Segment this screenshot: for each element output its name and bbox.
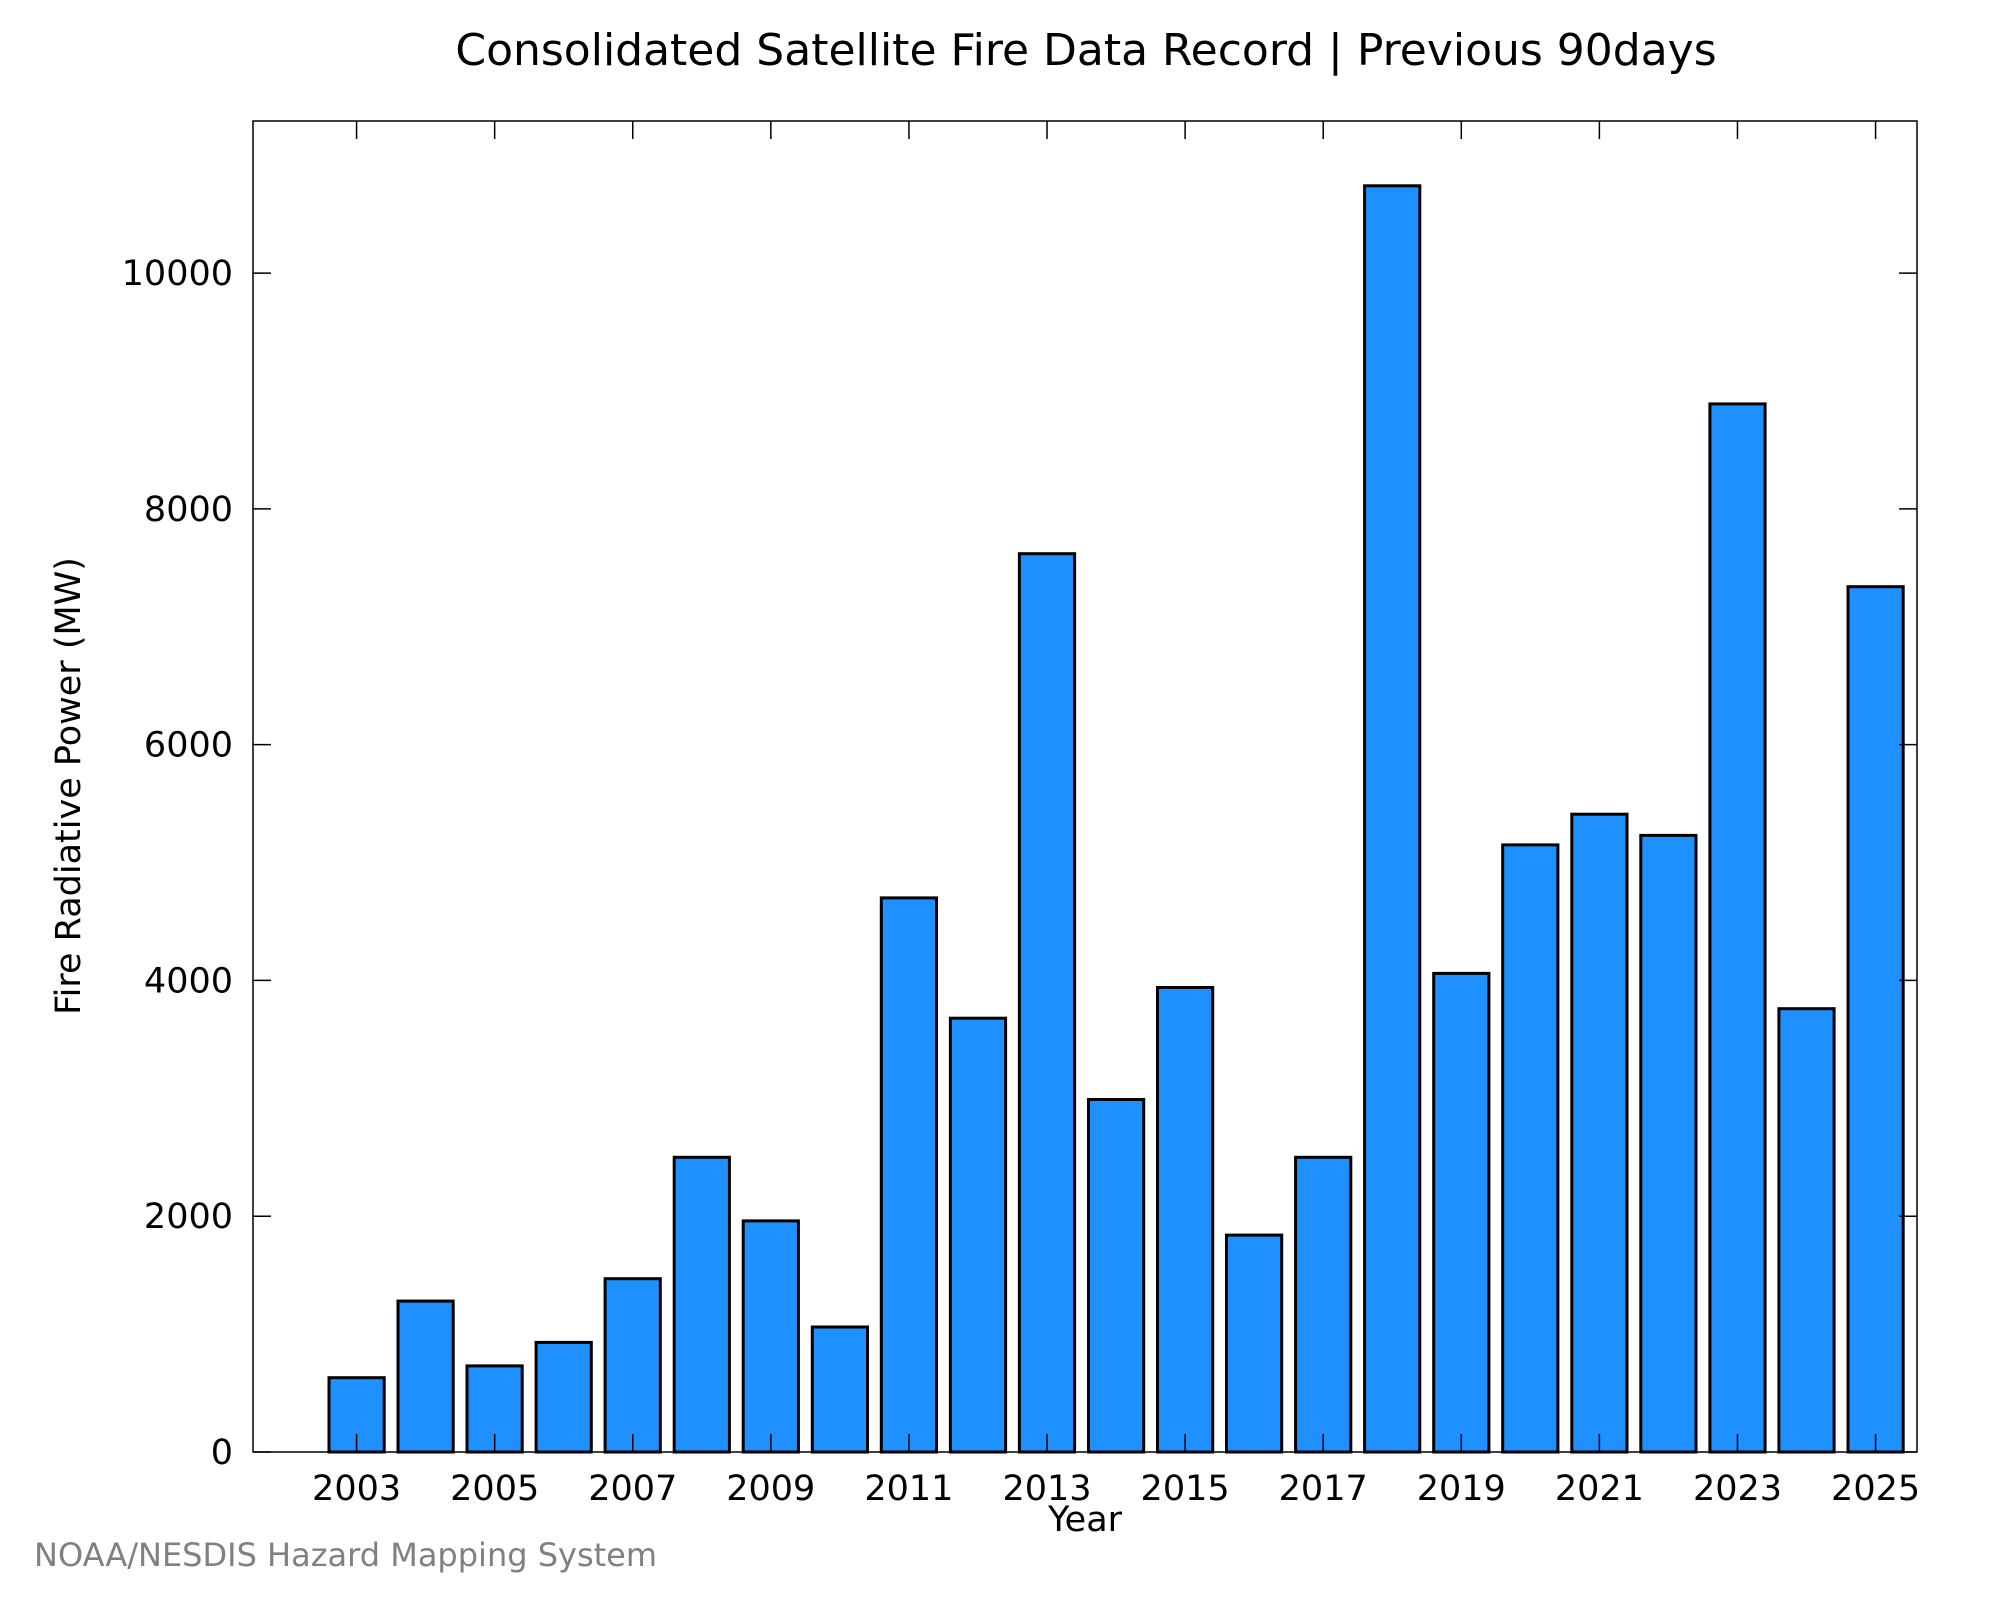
x-tick-label: 2005	[450, 1469, 539, 1509]
bar-2015	[1156, 986, 1215, 1454]
bar-2012	[948, 1016, 1008, 1454]
x-tick-label: 2015	[1141, 1469, 1230, 1509]
bar-2017	[1294, 1155, 1353, 1454]
x-tick-label: 2013	[1002, 1469, 1091, 1509]
bar-2023	[1708, 402, 1767, 1454]
y-axis-label: Fire Radiative Power (MW)	[49, 557, 89, 1015]
x-axis-label: Year	[1047, 1500, 1123, 1540]
y-tick-label: 2000	[144, 1197, 233, 1237]
y-tick-label: 8000	[144, 490, 233, 530]
bar-2006	[534, 1340, 593, 1454]
bar-2011	[879, 896, 938, 1454]
chart-title: Consolidated Satellite Fire Data Record …	[455, 25, 1716, 76]
bar-2020	[1501, 843, 1560, 1454]
x-tick-label: 2003	[312, 1469, 401, 1509]
bar-2013	[1017, 552, 1077, 1454]
y-tick-label: 6000	[144, 726, 233, 766]
bar-2007	[603, 1277, 662, 1454]
y-tick-label: 10000	[122, 254, 233, 294]
source-credit: NOAA/NESDIS Hazard Mapping System	[34, 1536, 658, 1574]
bar-2016	[1225, 1233, 1284, 1454]
bar-2019	[1432, 971, 1491, 1454]
y-tick-label: 0	[211, 1433, 233, 1473]
plot-frame	[252, 120, 1918, 1453]
bars-group	[327, 184, 1905, 1454]
bar-2010	[810, 1325, 869, 1454]
bar-2014	[1087, 1098, 1146, 1454]
bar-2009	[741, 1219, 800, 1454]
bar-2025	[1846, 585, 1905, 1454]
y-tick-labels: 0 2000 4000 6000 8000 10000	[122, 254, 233, 1473]
y-tick-label: 4000	[144, 961, 233, 1001]
x-tick-label: 2017	[1279, 1469, 1368, 1509]
x-tick-label: 2021	[1555, 1469, 1644, 1509]
bar-2004	[396, 1299, 455, 1454]
ticks-group	[253, 121, 1917, 1453]
x-tick-label: 2011	[864, 1469, 953, 1509]
x-tick-labels: 2003 2005 2007 2009 2011 2013 2015 2017 2019 2021…	[312, 1469, 1920, 1509]
bar-2018	[1363, 184, 1422, 1454]
bar-2024	[1777, 1007, 1836, 1454]
x-tick-label: 2025	[1831, 1469, 1920, 1509]
x-tick-label: 2009	[726, 1469, 815, 1509]
bar-2022	[1639, 833, 1698, 1454]
bar-2021	[1570, 812, 1629, 1454]
x-tick-label: 2023	[1693, 1469, 1782, 1509]
x-tick-label: 2019	[1417, 1469, 1506, 1509]
x-tick-label: 2007	[588, 1469, 677, 1509]
bar-2008	[672, 1155, 731, 1454]
